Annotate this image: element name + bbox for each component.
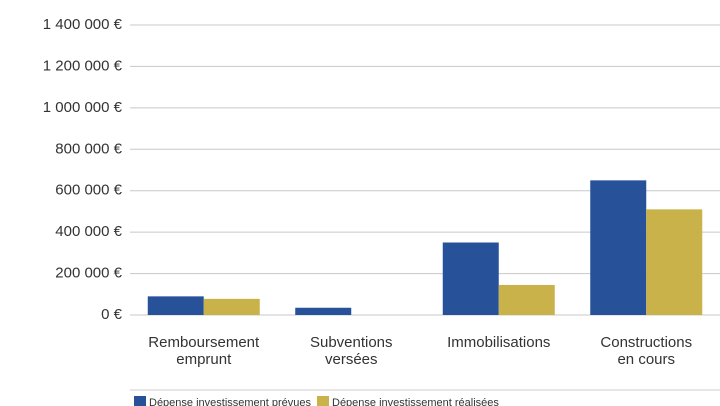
legend-item: Dépense investissement réalisées	[317, 396, 499, 406]
legend-label: Dépense investissement prévues	[149, 397, 312, 406]
y-tick-label: 0 €	[101, 306, 123, 323]
x-tick-label: Remboursement emprunt	[148, 334, 260, 368]
y-tick-label: 1 400 000 €	[43, 16, 123, 33]
y-tick-label: 600 000 €	[55, 182, 122, 199]
y-tick-label: 200 000 €	[55, 265, 122, 282]
bar	[590, 180, 647, 315]
bar	[498, 284, 555, 315]
bar	[147, 296, 204, 315]
x-tick-label: Immobilisations	[447, 334, 551, 351]
legend-swatch	[317, 396, 329, 406]
bar	[646, 209, 703, 315]
legend-item: Dépense investissement prévues	[134, 396, 311, 406]
y-tick-label: 1 200 000 €	[43, 57, 123, 74]
bar	[442, 242, 499, 315]
x-tick-label: Subventions versées	[309, 334, 393, 368]
bar	[295, 307, 352, 315]
y-tick-label: 400 000 €	[55, 223, 122, 240]
bar	[203, 298, 260, 315]
y-tick-label: 1 000 000 €	[43, 99, 123, 116]
y-tick-label: 800 000 €	[55, 140, 122, 157]
legend-label: Dépense investissement réalisées	[332, 397, 499, 406]
legend-swatch	[134, 396, 146, 406]
x-tick-label: Constructions en cours	[600, 334, 693, 368]
